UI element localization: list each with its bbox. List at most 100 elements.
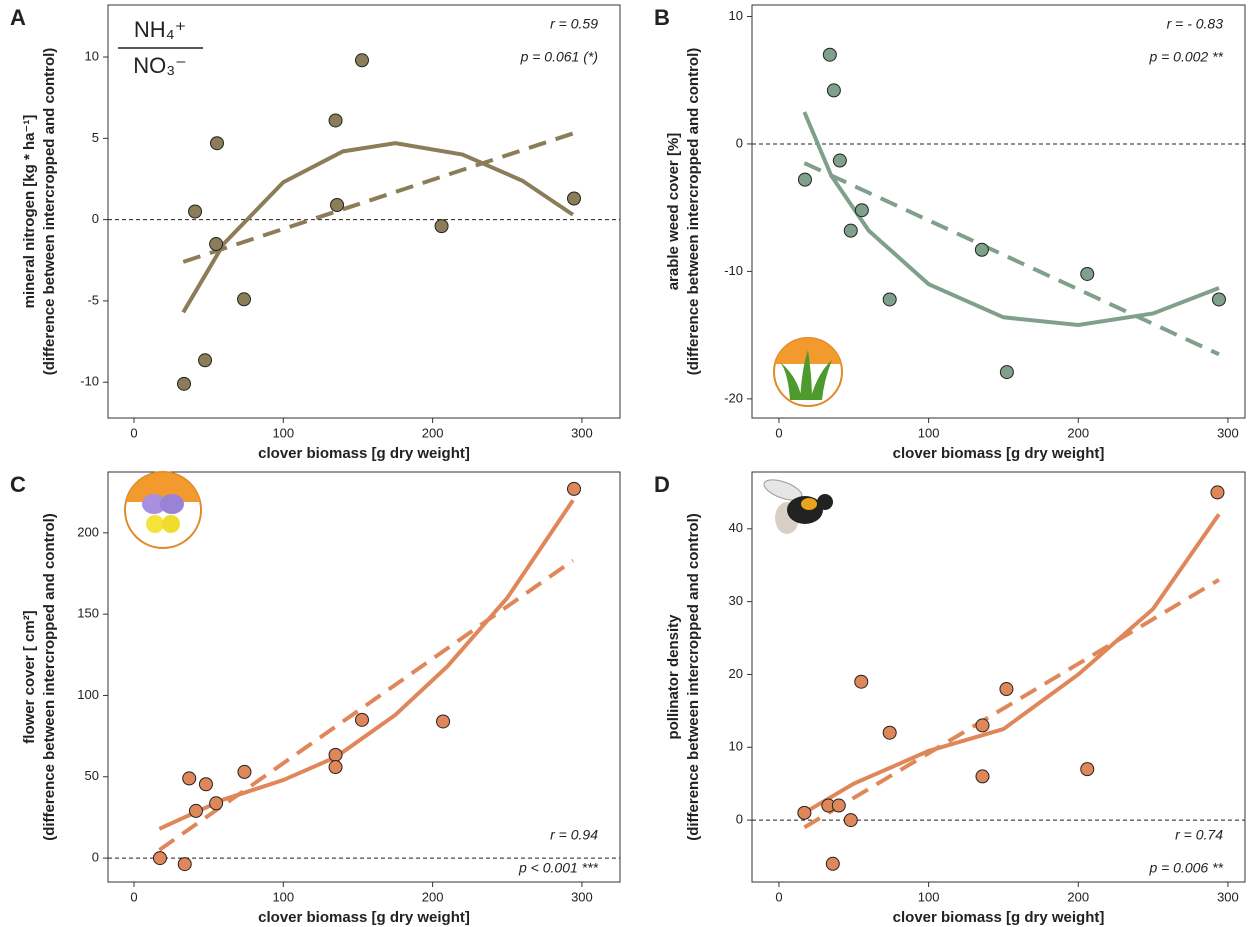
- curve-fit: [158, 499, 575, 831]
- y-tick-label: 200: [77, 524, 99, 539]
- curve-fit: [802, 111, 1220, 327]
- point: [209, 237, 224, 252]
- point: [831, 798, 846, 813]
- x-tick-label: 100: [918, 889, 940, 904]
- y-axis-title: flower cover [ cm²]: [21, 610, 38, 743]
- x-axis-title: clover biomass [g dry weight]: [893, 909, 1105, 926]
- point: [209, 796, 224, 811]
- panel-label: D: [654, 472, 670, 497]
- x-tick-label: 300: [571, 425, 593, 440]
- linear-fit: [803, 161, 1220, 357]
- point: [567, 191, 582, 206]
- linear-fit: [182, 131, 574, 264]
- y-tick-label: 100: [77, 687, 99, 702]
- point: [237, 764, 252, 779]
- point: [999, 682, 1014, 697]
- y-tick-label: 20: [729, 666, 743, 681]
- x-axis-title: clover biomass [g dry weight]: [893, 445, 1105, 462]
- point: [330, 197, 345, 212]
- y-axis-title: pollinator density: [665, 614, 682, 740]
- point: [826, 83, 841, 98]
- y-tick-label: 10: [729, 739, 743, 754]
- x-tick-label: 200: [1067, 889, 1089, 904]
- curve-fit: [181, 141, 575, 314]
- point: [882, 725, 897, 740]
- point: [843, 223, 858, 238]
- ratio-numerator: NH₄⁺: [134, 17, 186, 42]
- point: [237, 292, 252, 307]
- x-tick-label: 300: [571, 889, 593, 904]
- y-axis-title: (difference between intercropped and con…: [41, 48, 58, 376]
- y-axis-title: (difference between intercropped and con…: [685, 48, 702, 376]
- y-axis-title: (difference between intercropped and con…: [41, 513, 58, 841]
- x-tick-label: 200: [422, 425, 444, 440]
- x-tick-label: 300: [1217, 889, 1239, 904]
- point: [854, 674, 869, 689]
- point: [1210, 485, 1225, 500]
- x-tick-label: 0: [775, 425, 782, 440]
- point: [198, 353, 213, 368]
- point: [198, 777, 213, 792]
- point: [843, 813, 858, 828]
- y-axis-title: (difference between intercropped and con…: [685, 513, 702, 841]
- stat-annotation: r = - 0.83: [1167, 16, 1224, 32]
- point: [188, 803, 203, 818]
- y-tick-label: -10: [724, 263, 743, 278]
- point: [882, 292, 897, 307]
- point: [434, 219, 449, 234]
- curve-fit: [803, 513, 1221, 815]
- point: [1080, 762, 1095, 777]
- stat-annotation: r = 0.74: [1175, 827, 1223, 843]
- point: [152, 851, 167, 866]
- pansy-icon: [124, 471, 202, 549]
- x-tick-label: 100: [272, 425, 294, 440]
- x-tick-label: 100: [272, 889, 294, 904]
- point: [209, 136, 224, 151]
- panel-label: C: [10, 472, 26, 497]
- panel-label: A: [10, 5, 26, 30]
- y-tick-label: 0: [736, 135, 743, 150]
- point: [974, 242, 989, 257]
- point: [797, 172, 812, 187]
- plot-frame: [107, 471, 621, 883]
- y-tick-label: 0: [92, 850, 99, 865]
- point: [567, 481, 582, 496]
- point: [328, 113, 343, 128]
- bee-icon: [763, 479, 833, 534]
- point: [832, 153, 847, 168]
- point: [188, 204, 203, 219]
- y-tick-label: 10: [729, 8, 743, 23]
- y-tick-label: -5: [87, 292, 99, 307]
- point: [822, 47, 837, 62]
- point: [436, 714, 451, 729]
- point: [354, 712, 369, 727]
- stat-annotation: r = 0.94: [550, 827, 598, 843]
- point: [999, 365, 1014, 380]
- panel-label: B: [654, 5, 670, 30]
- point: [854, 203, 869, 218]
- plot-frame: [107, 4, 621, 419]
- y-tick-label: 0: [92, 211, 99, 226]
- point: [825, 856, 840, 871]
- y-tick-label: -10: [80, 374, 99, 389]
- stat-annotation: p = 0.002 **: [1148, 49, 1223, 65]
- y-tick-label: 30: [729, 593, 743, 608]
- point: [797, 805, 812, 820]
- x-tick-label: 200: [1067, 425, 1089, 440]
- y-tick-label: 40: [729, 520, 743, 535]
- y-tick-label: 50: [85, 768, 99, 783]
- y-tick-label: 150: [77, 606, 99, 621]
- point: [177, 376, 192, 391]
- y-tick-label: 10: [85, 48, 99, 63]
- stat-annotation: p = 0.061 (*): [520, 49, 598, 65]
- point: [328, 747, 343, 762]
- point: [1080, 266, 1095, 281]
- ratio-denominator: NO₃⁻: [133, 53, 187, 78]
- plot-frame: [751, 4, 1246, 419]
- point: [975, 718, 990, 733]
- point: [177, 857, 192, 872]
- y-axis-title: arable weed cover [%]: [665, 133, 682, 291]
- x-tick-label: 200: [422, 889, 444, 904]
- x-tick-label: 300: [1217, 425, 1239, 440]
